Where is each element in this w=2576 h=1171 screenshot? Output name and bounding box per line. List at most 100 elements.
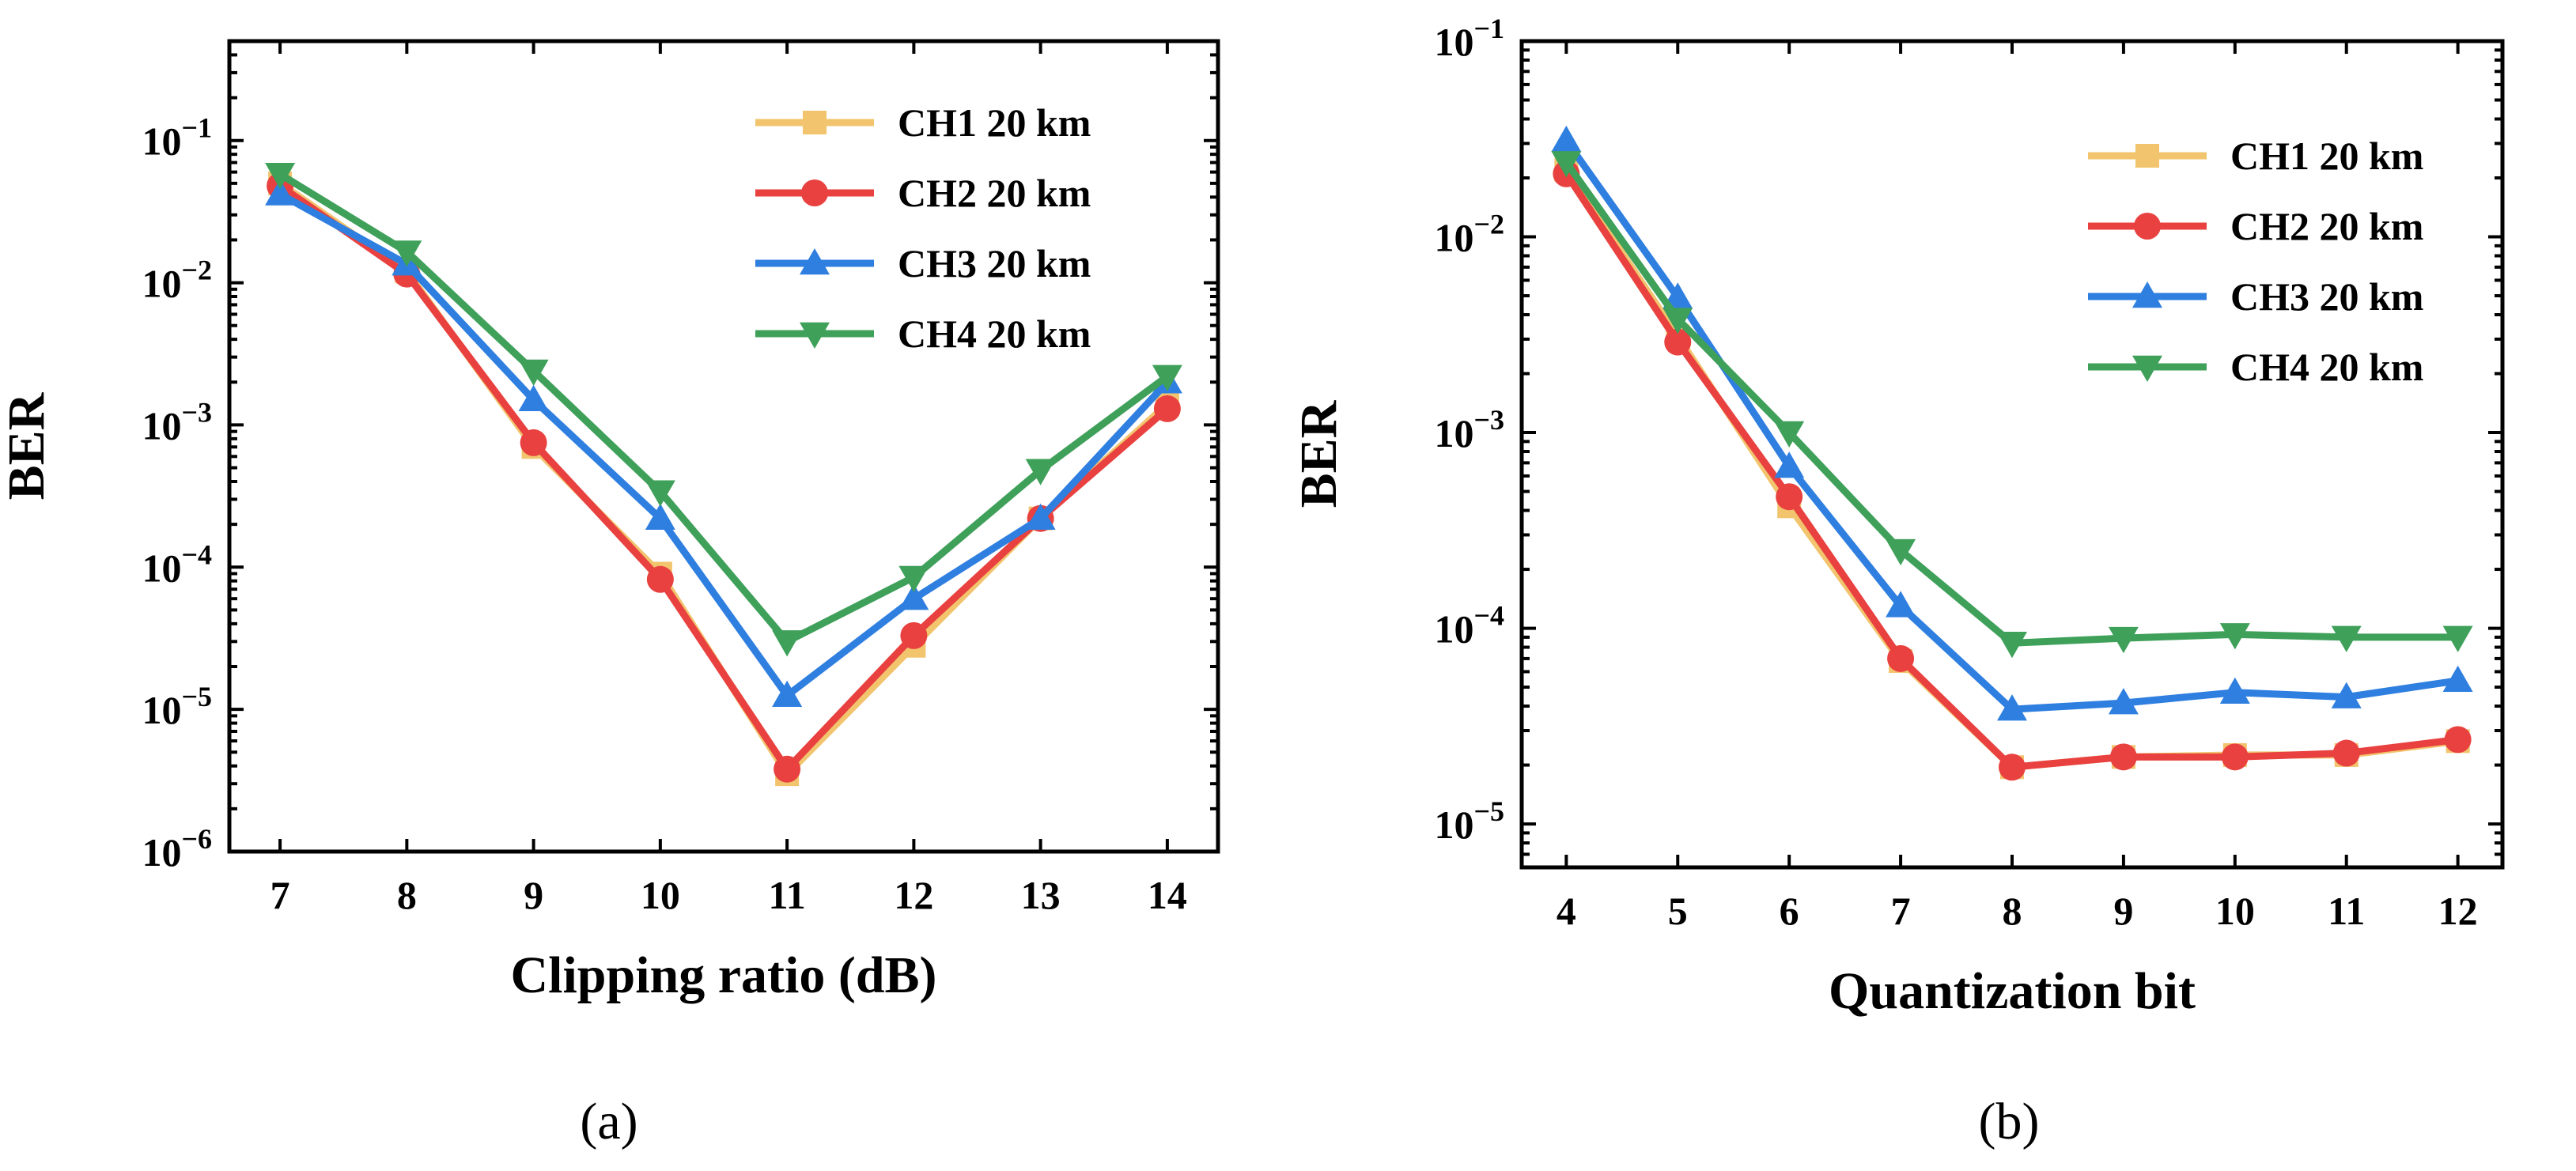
data-point-ch4 [1886,538,1916,566]
data-point-ch4 [1774,421,1805,448]
y-tick-base: 10 [142,830,181,874]
data-point-ch2 [646,565,674,593]
data-point-ch4 [2108,626,2139,654]
y-tick-base: 10 [142,262,181,306]
data-point-ch4 [1025,459,1056,485]
y-tick-exponent: −5 [1473,795,1504,827]
data-point-ch4 [645,480,675,507]
data-point-ch3 [2442,665,2473,693]
y-tick-exponent: −6 [181,823,212,855]
series-line-ch2 [278,183,1170,773]
y-tick-label: 10−5 [142,681,212,732]
x-tick-label: 7 [1891,889,1911,933]
data-point-ch2 [1887,644,1915,672]
y-tick-exponent: −4 [181,538,212,570]
y-tick-exponent: −5 [181,681,212,712]
x-tick-label: 8 [2003,889,2022,933]
data-point-ch2 [2109,743,2137,771]
x-tick-label: 7 [270,873,290,917]
series-line-ch2 [1563,172,2459,771]
x-tick-label: 12 [2438,889,2478,933]
legend-label: CH4 20 km [898,312,1091,356]
legend-label: CH3 20 km [898,241,1091,285]
y-tick-label: 10−6 [142,823,212,874]
x-tick-label: 10 [2215,889,2255,933]
x-axis-title: Clipping ratio (dB) [510,946,936,1004]
y-tick-base: 10 [1434,20,1473,64]
x-tick-label: 13 [1021,873,1061,917]
series-line-ch3 [278,191,1171,700]
legend-label: CH2 20 km [2230,204,2423,248]
y-tick-exponent: −1 [181,112,212,144]
y-tick-base: 10 [1434,803,1473,847]
y-tick-exponent: −3 [181,396,212,428]
data-point-ch4 [392,240,422,267]
y-tick-label: 10−3 [142,396,212,448]
y-tick-label: 10−5 [1434,795,1504,847]
data-point-ch3 [2331,682,2362,708]
chart-panel-a: 7 8 9 10 11 12 13 1410−610−510−410−310−210−1Cli… [0,39,1220,1150]
y-tick-label: 10−2 [142,255,212,306]
x-tick-label: 11 [2328,889,2365,933]
x-tick-label: 4 [1557,889,1576,933]
data-point-ch2 [774,755,801,783]
legend-marker-ch2 [2134,213,2161,240]
data-point-ch2 [2221,743,2249,771]
y-tick-base: 10 [1434,607,1473,652]
y-tick-base: 10 [1434,411,1473,455]
data-point-ch4 [1152,365,1182,391]
y-tick-base: 10 [142,546,181,590]
data-point-ch3 [1025,503,1056,530]
x-tick-label: 11 [769,873,806,917]
data-point-ch3 [1662,282,1693,309]
y-axis-title: BER [1290,399,1348,508]
data-point-ch4 [518,359,549,387]
y-tick-base: 10 [142,403,181,448]
y-tick-base: 10 [142,119,181,164]
x-axis-title: Quantization bit [1829,962,2196,1020]
series-line-ch4 [278,171,1170,645]
y-tick-exponent: −2 [1473,209,1504,240]
data-point-ch2 [520,429,547,456]
data-point-ch3 [2108,688,2139,715]
legend-marker-ch2 [801,179,828,206]
data-point-ch3 [898,584,929,610]
data-point-ch4 [1662,308,1693,334]
legend-marker-ch1 [2135,144,2159,168]
data-point-ch3 [1886,591,1916,618]
data-point-ch2 [900,621,928,649]
data-point-ch4 [265,163,296,190]
y-tick-label: 10−4 [142,538,212,590]
data-point-ch2 [1999,754,2026,781]
panel-label-text: (a) [580,1093,637,1150]
y-tick-label: 10−4 [1434,600,1504,652]
legend-marker-ch4 [2132,355,2162,382]
y-tick-exponent: −2 [181,255,212,286]
data-point-ch3 [772,680,803,707]
data-point-ch3 [265,179,296,206]
panel-label-text: (b) [1979,1093,2040,1150]
legend: CH1 20 km CH2 20 km CH3 20 km CH4 20 km [755,100,1091,356]
y-tick-exponent: −1 [1473,13,1504,44]
y-tick-label: 10−3 [1434,404,1504,455]
data-point-ch4 [898,565,929,592]
panel-label: (a) [580,1093,637,1150]
x-tick-label: 9 [524,873,543,917]
legend-marker-ch4 [800,322,830,349]
legend-label: CH2 20 km [898,171,1091,215]
data-point-ch3 [1997,694,2027,721]
x-tick-label: 12 [894,873,933,917]
data-point-ch3 [645,503,675,530]
legend: CH1 20 km CH2 20 km CH3 20 km CH4 20 km [2088,134,2423,389]
data-point-ch4 [2331,625,2362,652]
x-tick-label: 14 [1148,873,1187,917]
data-point-ch2 [2444,726,2472,754]
y-tick-label: 10−1 [1434,13,1504,64]
y-axis-title: BER [0,391,55,500]
data-point-ch3 [1551,125,1582,153]
legend-label: CH1 20 km [898,100,1091,145]
data-point-ch2 [1153,395,1181,422]
x-tick-label: 8 [397,873,417,917]
series-line-ch1 [1563,168,2459,771]
